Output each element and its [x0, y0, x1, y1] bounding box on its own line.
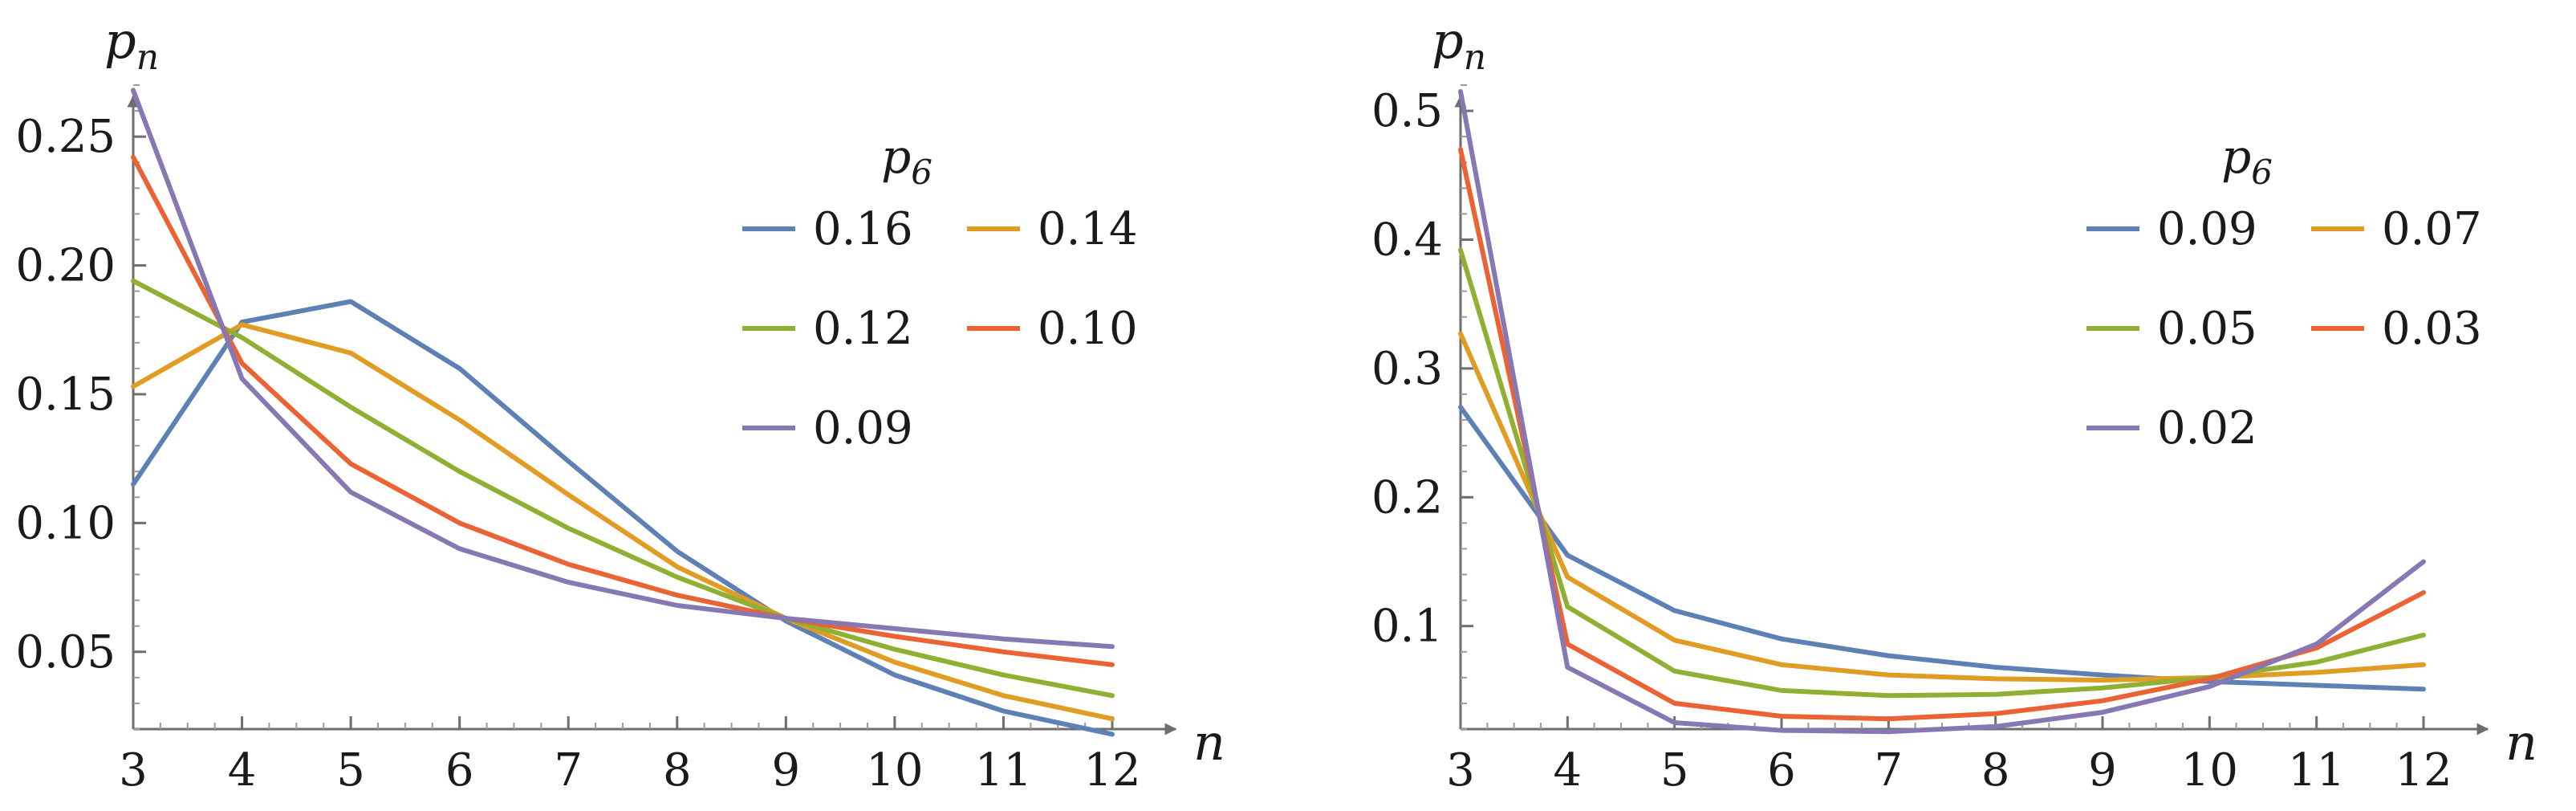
series-line-0-09	[131, 88, 1115, 650]
x-tick-label: 3	[1446, 744, 1475, 797]
y-axis-title: pn	[1432, 11, 1486, 78]
legend-label: 0.09	[2157, 203, 2257, 255]
legend-label: 0.02	[2157, 402, 2257, 454]
y-tick-label: 0.3	[1371, 343, 1443, 395]
series-line-0-16	[131, 299, 1115, 737]
x-tick-label: 4	[1554, 744, 1583, 797]
legend-label: 0.14	[1038, 203, 1138, 255]
x-tick-label: 7	[554, 744, 583, 797]
series-line-0-10	[131, 154, 1115, 667]
x-tick-label: 8	[663, 744, 692, 797]
x-tick-label: 12	[2395, 744, 2452, 797]
legend-label: 0.07	[2382, 203, 2482, 255]
y-tick-label: 0.15	[15, 369, 116, 421]
legend-label: 0.09	[813, 402, 913, 454]
y-axis-title-subscript: n	[1464, 37, 1486, 78]
left-chart-panel: 3 4 5 6 7 8 9 10 11 120.050.100.150.200.25npnp60.…	[15, 11, 1225, 797]
series-line-0-14	[131, 322, 1115, 722]
legend-label: 0.12	[813, 303, 913, 355]
x-tick-label: 7	[1875, 744, 1904, 797]
legend-label: 0.05	[2157, 303, 2257, 355]
x-tick-label: 11	[975, 744, 1032, 797]
x-axis-title: n	[1193, 713, 1225, 772]
x-tick-label: 10	[866, 744, 923, 797]
series-line-0-07	[1458, 331, 2426, 683]
x-tick-label: 5	[1660, 744, 1689, 797]
x-tick-label: 9	[2088, 744, 2117, 797]
y-tick-label: 0.10	[15, 497, 116, 549]
legend-title: p6	[2221, 129, 2273, 192]
x-tick-label: 3	[119, 744, 148, 797]
series-line-0-03	[1458, 147, 2426, 722]
x-tick-label: 8	[1981, 744, 2010, 797]
y-tick-label: 0.25	[15, 111, 116, 163]
right-chart-panel: 3 4 5 6 7 8 9 10 11 120.10.20.30.40.5npnp60.090.0…	[1371, 11, 2537, 797]
y-tick-label: 0.2	[1371, 471, 1443, 524]
y-axis-title-subscript: n	[136, 37, 159, 78]
x-tick-label: 6	[445, 744, 474, 797]
y-tick-label: 0.20	[15, 240, 116, 292]
y-tick-label: 0.4	[1371, 214, 1443, 266]
legend-title-subscript: 6	[911, 153, 932, 192]
series-line-0-02	[1458, 89, 2426, 735]
legend-title: p6	[881, 129, 932, 192]
x-tick-label: 4	[228, 744, 257, 797]
legend-label: 0.16	[813, 203, 913, 255]
y-tick-label: 0.05	[15, 626, 116, 679]
y-tick-label: 0.5	[1371, 85, 1443, 137]
x-axis-title: n	[2505, 713, 2537, 772]
y-tick-label: 0.1	[1371, 601, 1443, 653]
x-tick-label: 5	[336, 744, 365, 797]
y-axis-title: pn	[104, 11, 159, 78]
series-line-0-09	[1458, 405, 2426, 692]
series-line-0-05	[1458, 247, 2426, 699]
legend-label: 0.10	[1038, 303, 1138, 355]
x-tick-label: 10	[2181, 744, 2238, 797]
series-line-0-12	[131, 278, 1115, 699]
legend-title-subscript: 6	[2251, 153, 2273, 192]
x-tick-label: 6	[1767, 744, 1796, 797]
x-tick-label: 9	[772, 744, 801, 797]
x-tick-label: 11	[2288, 744, 2345, 797]
legend-label: 0.03	[2382, 303, 2482, 355]
x-tick-label: 12	[1083, 744, 1140, 797]
